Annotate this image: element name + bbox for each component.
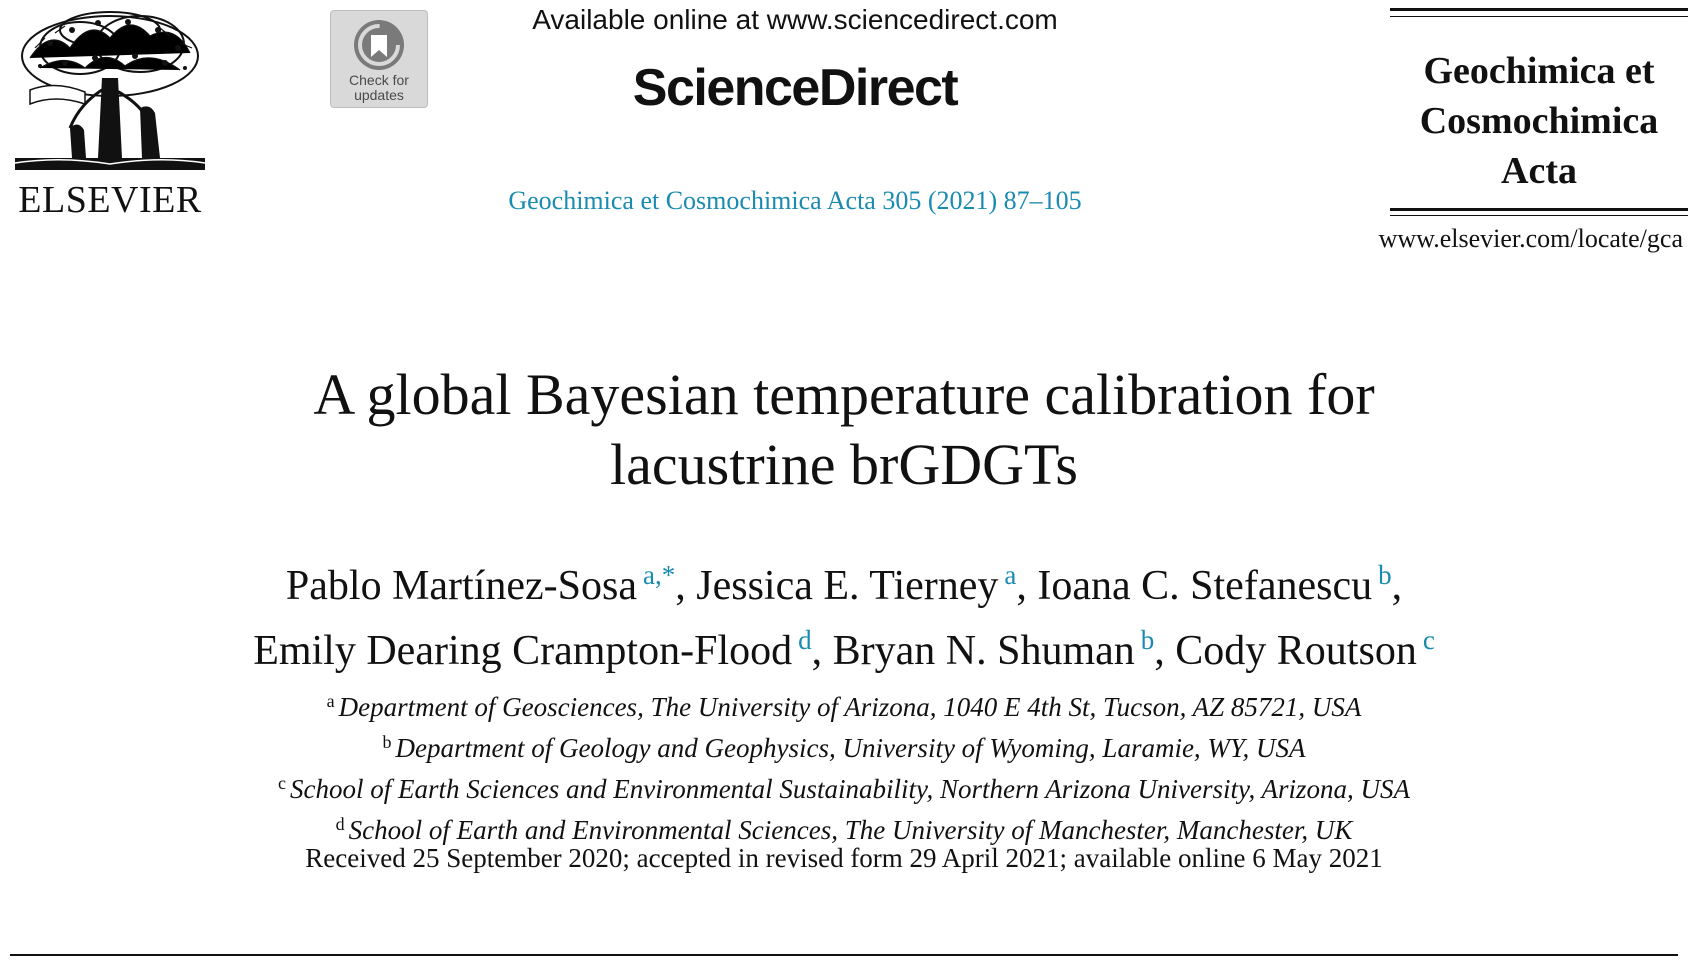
article-title: A global Bayesian temperature calibratio…: [90, 360, 1598, 500]
author-list: Pablo Martínez-Sosa a,*, Jessica E. Tiern…: [60, 548, 1628, 678]
journal-homepage-link[interactable]: www.elsevier.com/locate/gca: [1378, 224, 1683, 253]
journal-name-line: Geochimica et: [1423, 50, 1655, 92]
affiliation-text: School of Earth and Environmental Scienc…: [348, 815, 1353, 845]
journal-citation-link[interactable]: Geochimica et Cosmochimica Acta 305 (202…: [508, 186, 1082, 215]
journal-title-box: Geochimica et Cosmochimica Acta: [1390, 8, 1688, 218]
affiliation-item: c School of Earth Sciences and Environmen…: [60, 766, 1628, 807]
affiliation-item: a Department of Geosciences, The Universi…: [60, 684, 1628, 725]
author-name[interactable]: Emily Dearing Crampton-Flood: [253, 628, 793, 674]
author-line: Emily Dearing Crampton-Flood d, Bryan N. …: [253, 625, 1435, 674]
affiliation-link[interactable]: c: [1422, 625, 1435, 655]
author-name[interactable]: Jessica E. Tierney: [696, 563, 999, 609]
author-name[interactable]: Pablo Martínez-Sosa: [285, 563, 637, 609]
affiliation-text: Department of Geology and Geophysics, Un…: [395, 733, 1306, 763]
elsevier-tree-icon: [14, 11, 206, 170]
check-updates-icon: [354, 20, 404, 70]
affiliation-text: School of Earth Sciences and Environment…: [290, 774, 1410, 804]
affiliation-link[interactable]: b: [1378, 560, 1392, 590]
section-divider: [10, 954, 1678, 956]
affiliation-key: c: [278, 773, 287, 793]
author-line: Pablo Martínez-Sosa a,*, Jessica E. Tiern…: [285, 560, 1403, 609]
sciencedirect-logo[interactable]: ScienceDirect: [632, 59, 959, 117]
available-online-link[interactable]: Available online at www.sciencedirect.co…: [532, 4, 1058, 35]
author-name[interactable]: Bryan N. Shuman: [832, 628, 1135, 674]
affiliation-text: Department of Geosciences, The Universit…: [338, 692, 1362, 722]
affiliation-link[interactable]: b: [1140, 625, 1155, 655]
journal-name-line: Cosmochimica: [1419, 100, 1659, 142]
check-updates-line-1: Check for: [349, 72, 409, 88]
journal-box-rule: [1390, 8, 1688, 11]
article-history-dates: Received 25 September 2020; accepted in …: [305, 843, 1383, 873]
article-title-line: A global Bayesian temperature calibratio…: [313, 362, 1375, 427]
article-title-line: lacustrine brGDGTs: [610, 432, 1078, 497]
affiliation-link[interactable]: d: [798, 625, 812, 655]
affiliation-item: b Department of Geology and Geophysics, U…: [60, 725, 1628, 766]
journal-box-rule: [1390, 16, 1688, 17]
affiliation-item: d School of Earth and Environmental Scien…: [60, 807, 1628, 848]
journal-box-rule: [1390, 215, 1688, 216]
affiliation-key: b: [382, 732, 392, 752]
affiliation-link[interactable]: a: [1004, 560, 1017, 590]
journal-name: Geochimica et Cosmochimica Acta: [1390, 46, 1688, 196]
elsevier-logo[interactable]: [10, 8, 210, 223]
journal-box-rule: [1390, 208, 1688, 211]
author-name[interactable]: Ioana C. Stefanescu: [1037, 563, 1373, 609]
check-for-updates-button[interactable]: Check for updates: [330, 10, 428, 108]
check-updates-line-2: updates: [354, 87, 404, 103]
journal-name-line: Acta: [1501, 150, 1577, 192]
affiliation-key: d: [335, 814, 345, 834]
affiliation-list: a Department of Geosciences, The Universi…: [60, 684, 1628, 848]
author-name[interactable]: Cody Routson: [1175, 628, 1417, 674]
affiliation-link[interactable]: a,*: [643, 560, 676, 590]
affiliation-key: a: [326, 691, 335, 711]
publisher-name: ELSEVIER: [18, 179, 202, 221]
